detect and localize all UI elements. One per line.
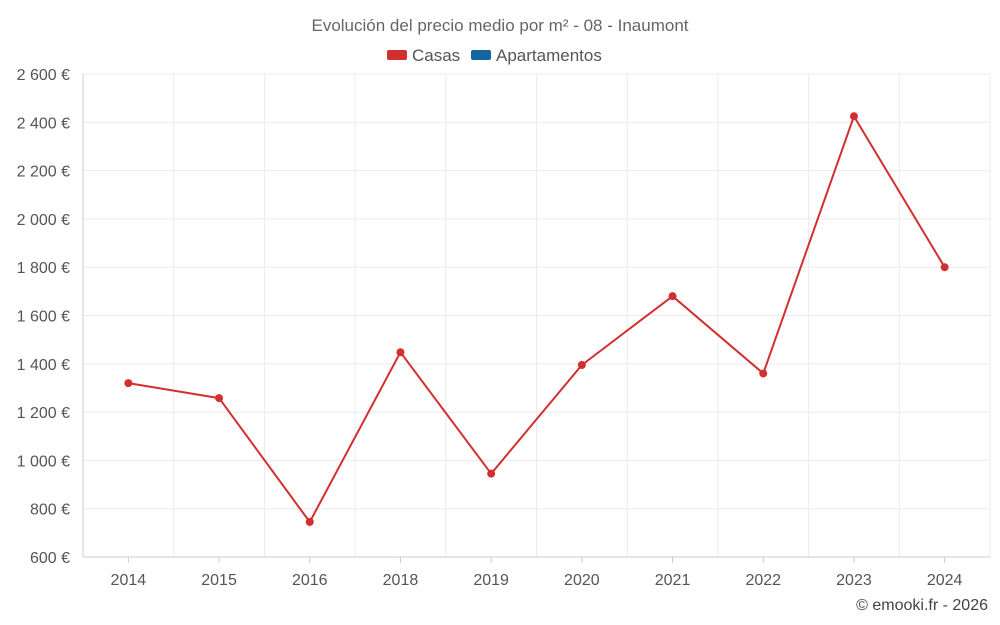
x-axis-ticks: 2014 2015 2016 2018 2019 2020 2021 2022 2023 2024 xyxy=(111,572,963,589)
data-point[interactable] xyxy=(396,348,405,357)
x-tick-label: 2022 xyxy=(745,572,781,589)
data-point[interactable] xyxy=(215,394,224,403)
y-tick-label: 1 600 € xyxy=(17,309,70,326)
data-point[interactable] xyxy=(577,361,586,370)
series-line xyxy=(128,115,946,523)
data-point[interactable] xyxy=(759,369,768,378)
data-point[interactable] xyxy=(305,517,314,526)
legend-item-apartamentos[interactable]: Apartamentos xyxy=(471,46,602,65)
x-tick-label: 2014 xyxy=(111,572,147,589)
legend-label-apartamentos: Apartamentos xyxy=(496,46,602,65)
grid xyxy=(82,73,991,558)
legend-label-casas: Casas xyxy=(412,46,460,65)
data-point[interactable] xyxy=(849,112,858,121)
data-point[interactable] xyxy=(668,292,677,301)
x-tick-label: 2020 xyxy=(564,572,600,589)
x-tick-label: 2024 xyxy=(927,572,963,589)
legend[interactable]: Casas Apartamentos xyxy=(387,46,602,65)
chart-title: Evolución del precio medio por m² - 08 -… xyxy=(311,16,688,35)
data-point[interactable] xyxy=(487,469,496,478)
data-point[interactable] xyxy=(124,379,133,388)
y-tick-label: 1 200 € xyxy=(17,405,70,422)
y-axis-ticks: 600 € 800 € 1 000 € 1 200 € 1 400 € 1 600 € 1 … xyxy=(17,67,70,567)
legend-swatch-apartamentos xyxy=(471,50,491,60)
y-tick-label: 2 600 € xyxy=(17,67,70,84)
y-tick-label: 1 800 € xyxy=(17,260,70,277)
x-tick-label: 2023 xyxy=(836,572,872,589)
y-tick-label: 2 200 € xyxy=(17,164,70,181)
x-tick-label: 2019 xyxy=(473,572,509,589)
x-tick-label: 2021 xyxy=(655,572,691,589)
y-tick-label: 1 000 € xyxy=(17,453,70,470)
data-point[interactable] xyxy=(940,263,949,272)
y-tick-label: 800 € xyxy=(30,502,70,519)
series-casas xyxy=(124,112,949,526)
x-tick-label: 2018 xyxy=(383,572,419,589)
legend-swatch-casas xyxy=(387,50,407,60)
y-tick-label: 1 400 € xyxy=(17,357,70,374)
y-tick-label: 2 000 € xyxy=(17,212,70,229)
x-tick-label: 2016 xyxy=(292,572,328,589)
credit-text: © emooki.fr - 2026 xyxy=(856,597,988,614)
axes xyxy=(82,74,990,563)
y-tick-label: 600 € xyxy=(30,550,70,567)
legend-item-casas[interactable]: Casas xyxy=(387,46,460,65)
x-tick-label: 2015 xyxy=(201,572,237,589)
y-tick-label: 2 400 € xyxy=(17,115,70,132)
